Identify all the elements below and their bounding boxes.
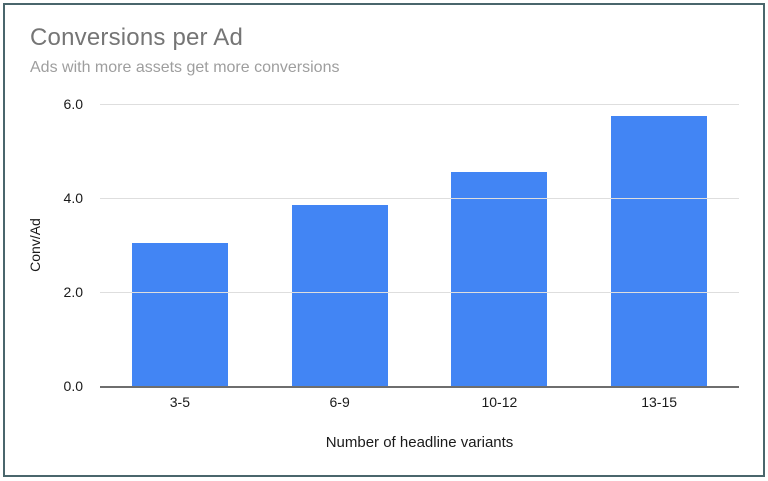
y-axis-title: Conv/Ad — [27, 218, 43, 272]
gridline — [100, 292, 739, 293]
x-category-label: 10-12 — [481, 394, 518, 410]
plot-area — [100, 104, 739, 388]
bar-band — [420, 104, 580, 386]
bar-band — [100, 104, 260, 386]
bar-3-5 — [131, 242, 228, 386]
gridline — [100, 104, 739, 105]
bar-13-15 — [611, 115, 708, 386]
bar-band — [579, 104, 739, 386]
x-axis-category-labels: 3-5 6-9 10-12 13-15 — [100, 394, 739, 410]
bar-6-9 — [291, 205, 388, 386]
bar-series — [100, 104, 739, 386]
x-axis-title: Number of headline variants — [325, 434, 514, 451]
x-category-label: 6-9 — [329, 394, 350, 410]
x-category-label: 13-15 — [641, 394, 678, 410]
chart-subtitle: Ads with more assets get more conversion… — [30, 59, 340, 76]
chart-title: Conversions per Ad — [30, 24, 244, 51]
bar-10-12 — [451, 172, 548, 386]
gridline — [100, 198, 739, 199]
x-category-label: 3-5 — [169, 394, 190, 410]
bar-band — [260, 104, 420, 386]
